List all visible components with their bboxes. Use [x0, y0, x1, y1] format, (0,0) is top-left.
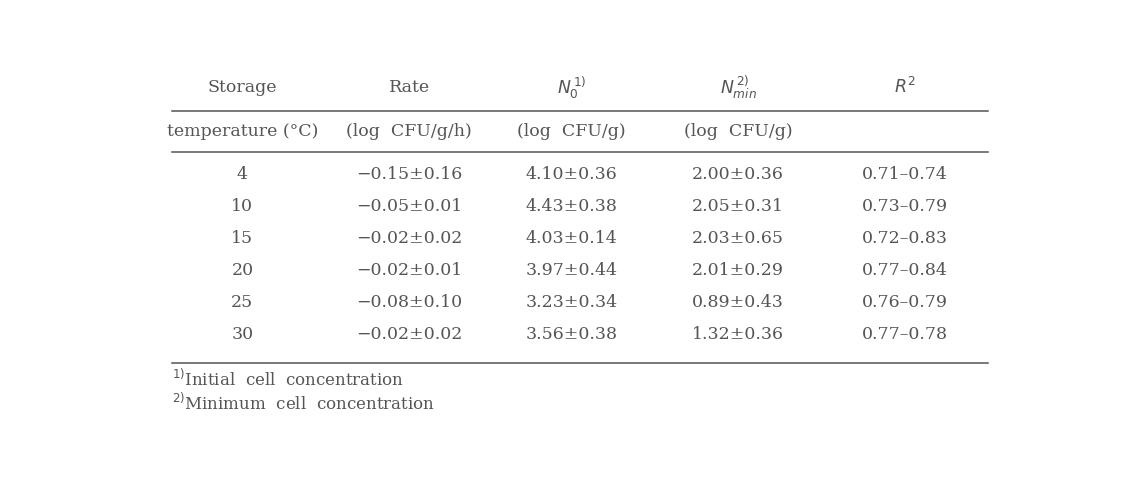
Text: Rate: Rate: [388, 79, 430, 96]
Text: Storage: Storage: [207, 79, 277, 96]
Text: 0.76–0.79: 0.76–0.79: [861, 294, 947, 311]
Text: 0.71–0.74: 0.71–0.74: [861, 166, 947, 182]
Text: −0.08±0.10: −0.08±0.10: [355, 294, 462, 311]
Text: 20: 20: [231, 262, 254, 279]
Text: 10: 10: [231, 198, 254, 215]
Text: 0.77–0.84: 0.77–0.84: [861, 262, 947, 279]
Text: $^{2)}$Minimum  cell  concentration: $^{2)}$Minimum cell concentration: [172, 393, 435, 414]
Text: (log  CFU/g): (log CFU/g): [517, 123, 626, 140]
Text: $N_0^{\,1)}$: $N_0^{\,1)}$: [557, 74, 586, 101]
Text: 0.77–0.78: 0.77–0.78: [861, 326, 947, 343]
Text: −0.15±0.16: −0.15±0.16: [355, 166, 462, 182]
Text: −0.02±0.01: −0.02±0.01: [355, 262, 462, 279]
Text: 3.56±0.38: 3.56±0.38: [525, 326, 617, 343]
Text: 25: 25: [231, 294, 254, 311]
Text: 4.43±0.38: 4.43±0.38: [525, 198, 617, 215]
Text: (log  CFU/g/h): (log CFU/g/h): [346, 123, 472, 140]
Text: −0.05±0.01: −0.05±0.01: [355, 198, 462, 215]
Text: $N_{min}^{\,2)}$: $N_{min}^{\,2)}$: [720, 73, 756, 101]
Text: 2.05±0.31: 2.05±0.31: [692, 198, 784, 215]
Text: 1.32±0.36: 1.32±0.36: [692, 326, 784, 343]
Text: −0.02±0.02: −0.02±0.02: [355, 326, 462, 343]
Text: 3.97±0.44: 3.97±0.44: [525, 262, 617, 279]
Text: 0.72–0.83: 0.72–0.83: [861, 230, 947, 247]
Text: $R^2$: $R^2$: [894, 77, 916, 97]
Text: temperature (°C): temperature (°C): [166, 123, 318, 140]
Text: $^{1)}$Initial  cell  concentration: $^{1)}$Initial cell concentration: [172, 369, 404, 390]
Text: 30: 30: [231, 326, 254, 343]
Text: 15: 15: [231, 230, 254, 247]
Text: 2.01±0.29: 2.01±0.29: [692, 262, 784, 279]
Text: 0.73–0.79: 0.73–0.79: [861, 198, 947, 215]
Text: 2.03±0.65: 2.03±0.65: [692, 230, 784, 247]
Text: 4: 4: [237, 166, 248, 182]
Text: −0.02±0.02: −0.02±0.02: [355, 230, 462, 247]
Text: 2.00±0.36: 2.00±0.36: [692, 166, 784, 182]
Text: 3.23±0.34: 3.23±0.34: [525, 294, 617, 311]
Text: 4.10±0.36: 4.10±0.36: [525, 166, 617, 182]
Text: 0.89±0.43: 0.89±0.43: [692, 294, 784, 311]
Text: 4.03±0.14: 4.03±0.14: [525, 230, 617, 247]
Text: (log  CFU/g): (log CFU/g): [684, 123, 792, 140]
